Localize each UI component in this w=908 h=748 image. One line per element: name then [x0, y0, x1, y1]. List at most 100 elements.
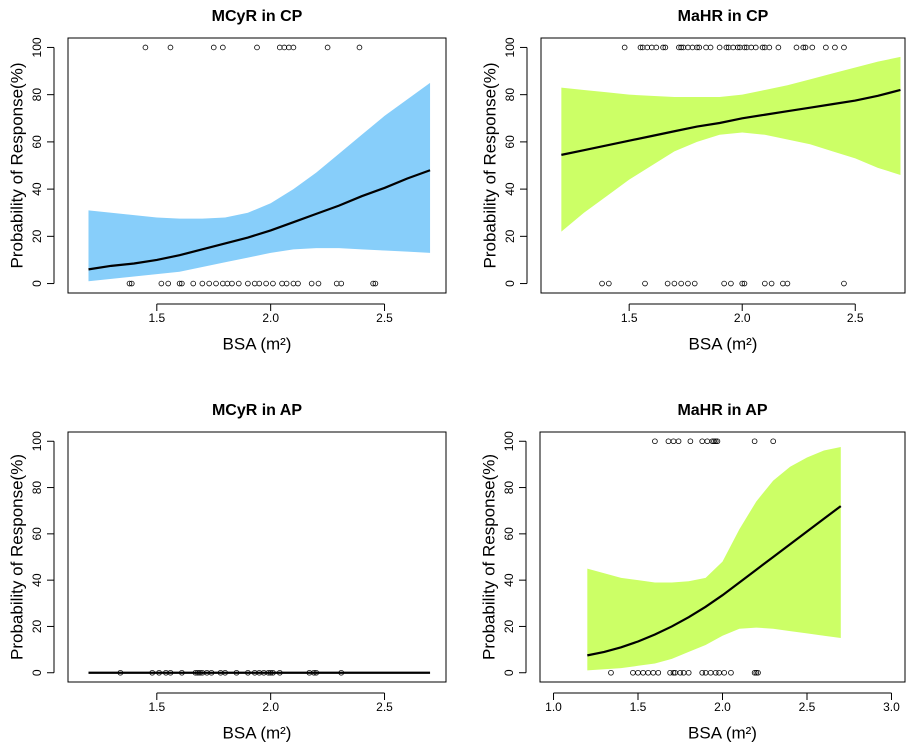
data-point: [208, 669, 215, 676]
data-point: [290, 280, 297, 287]
plot-box: [67, 431, 447, 683]
data-point: [126, 280, 133, 287]
data-point: [728, 669, 734, 676]
data-point: [800, 44, 807, 51]
data-point: [333, 280, 340, 287]
data-point: [703, 44, 709, 51]
data-point: [751, 438, 758, 445]
data-point: [213, 280, 219, 287]
data-point: [678, 280, 684, 287]
data-point: [645, 669, 651, 676]
y-tick-label: 20: [30, 619, 44, 633]
data-point: [734, 44, 741, 51]
data-point: [841, 44, 847, 51]
data-point: [295, 280, 301, 287]
data-point: [809, 44, 816, 51]
data-point: [707, 44, 714, 51]
x-tick-label: 2.0: [734, 311, 751, 325]
data-point: [128, 280, 135, 287]
data-point: [263, 280, 269, 287]
data-point: [251, 280, 258, 287]
data-point: [220, 280, 226, 287]
y-tick-label: 40: [503, 182, 517, 196]
data-point: [224, 280, 231, 287]
x-axis-label: BSA (m²): [689, 334, 758, 353]
y-tick-label: 20: [502, 619, 516, 633]
data-point: [680, 669, 687, 676]
y-tick-label: 40: [502, 573, 516, 587]
data-point: [176, 280, 183, 287]
x-tick-label: 1.5: [148, 700, 165, 714]
x-tick-label: 2.5: [799, 700, 816, 714]
data-point: [338, 280, 345, 287]
y-tick-label: 20: [30, 229, 44, 243]
data-point: [751, 669, 758, 676]
fit-line: [561, 88, 901, 156]
panel: 0 20 40 60 80 100 1.5 2.0 2.5 MCyR in AP BSA (m²) P…: [7, 402, 447, 742]
data-point: [245, 669, 251, 676]
chart-title: MCyR in AP: [212, 402, 302, 419]
data-point: [671, 280, 678, 287]
data-point: [694, 44, 700, 51]
data-point: [356, 44, 363, 51]
panel: 0 20 40 60 80 100 1.5 2.0 2.5 MaHR in CP BSA (m²) P…: [480, 8, 906, 353]
data-point: [691, 280, 698, 287]
y-tick-label: 0: [502, 669, 516, 676]
data-point: [117, 669, 124, 676]
fit-line: [88, 169, 431, 271]
data-point: [267, 669, 274, 676]
data-point: [142, 44, 149, 51]
data-point: [149, 669, 156, 676]
data-point: [156, 669, 162, 676]
data-point: [235, 280, 242, 287]
data-point: [308, 280, 315, 287]
data-point: [780, 280, 786, 287]
data-point: [670, 669, 677, 676]
data-point: [723, 44, 730, 51]
y-tick-label: 0: [503, 280, 517, 287]
data-point: [635, 669, 641, 676]
data-point: [741, 280, 748, 287]
y-axis-label: Probability of Response(%): [7, 63, 26, 269]
data-point: [677, 669, 684, 676]
data-point: [699, 438, 706, 445]
data-point: [655, 669, 662, 676]
panel: 0 20 40 60 80 100 1.0 1.5 2.0 2.5 3.0 MaHR in AP BSA…: [479, 402, 906, 742]
data-point: [642, 280, 648, 287]
data-point: [730, 44, 736, 51]
data-point: [768, 280, 775, 287]
x-tick-label: 2.0: [262, 311, 279, 325]
data-point: [775, 44, 782, 51]
data-point: [222, 669, 228, 676]
data-point: [372, 280, 379, 287]
data-point: [716, 669, 722, 676]
panel: 0 20 40 60 80 100 1.5 2.0 2.5 MCyR in CP BSA (m²) P…: [7, 8, 447, 353]
data-point: [721, 280, 727, 287]
y-tick-label: 40: [30, 573, 44, 587]
data-point: [766, 44, 773, 51]
x-tick-label: 2.0: [714, 700, 731, 714]
data-point: [167, 669, 174, 676]
data-point: [721, 669, 727, 676]
data-point: [665, 438, 672, 445]
data-point: [707, 669, 714, 676]
x-tick-label: 2.0: [262, 700, 279, 714]
data-point: [206, 280, 212, 287]
data-point: [370, 280, 376, 287]
data-point: [179, 280, 185, 287]
data-point: [179, 669, 185, 676]
confidence-band: [587, 447, 841, 671]
data-point: [712, 438, 719, 445]
data-point: [770, 438, 776, 445]
y-tick-label: 100: [30, 431, 44, 451]
x-tick-label: 1.5: [148, 311, 165, 325]
data-point: [630, 669, 636, 676]
data-point: [704, 438, 711, 445]
chart-title: MaHR in CP: [678, 8, 769, 25]
x-tick-label: 2.5: [847, 311, 864, 325]
confidence-band: [88, 82, 431, 282]
data-point: [652, 438, 658, 445]
data-point: [702, 669, 709, 676]
data-point: [606, 280, 612, 287]
fit-line: [587, 505, 842, 657]
